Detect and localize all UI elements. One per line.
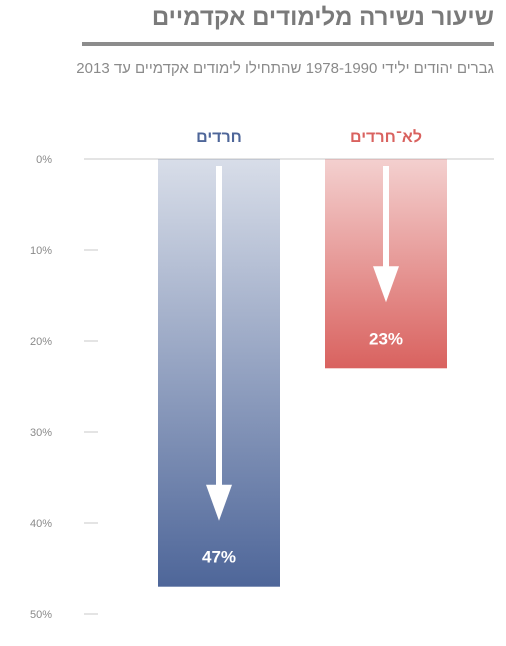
category-label-non-haredim: לא־חרדים xyxy=(350,128,422,146)
chart-subtitle: גברים יהודים ילידי 1978-1990 שהתחילו לימ… xyxy=(76,60,494,77)
title-rule xyxy=(82,42,494,46)
y-tick-label: 40% xyxy=(30,518,52,530)
arrow-head-haredim xyxy=(206,484,232,521)
category-label-haredim: חרדים xyxy=(196,129,242,146)
bars: חרדים 47% לא־חרדים 23% xyxy=(158,128,447,587)
value-label-non-haredim: 23% xyxy=(369,329,403,348)
y-tick-label: 50% xyxy=(30,609,52,621)
value-label-haredim: 47% xyxy=(202,548,236,567)
y-tick-label: 20% xyxy=(30,336,52,348)
y-tick-label: 10% xyxy=(30,245,52,257)
arrow-shaft-non-haredim xyxy=(383,166,389,268)
y-tick-label: 30% xyxy=(30,427,52,439)
arrow-shaft-haredim xyxy=(216,166,222,486)
chart-title: שיעור נשירה מלימודים אקדמיים xyxy=(151,4,494,31)
y-tick-label: 0% xyxy=(36,154,52,166)
y-axis: 0% 10% 20% 30% 40% 50% xyxy=(30,154,494,621)
arrow-head-non-haredim xyxy=(373,266,399,303)
